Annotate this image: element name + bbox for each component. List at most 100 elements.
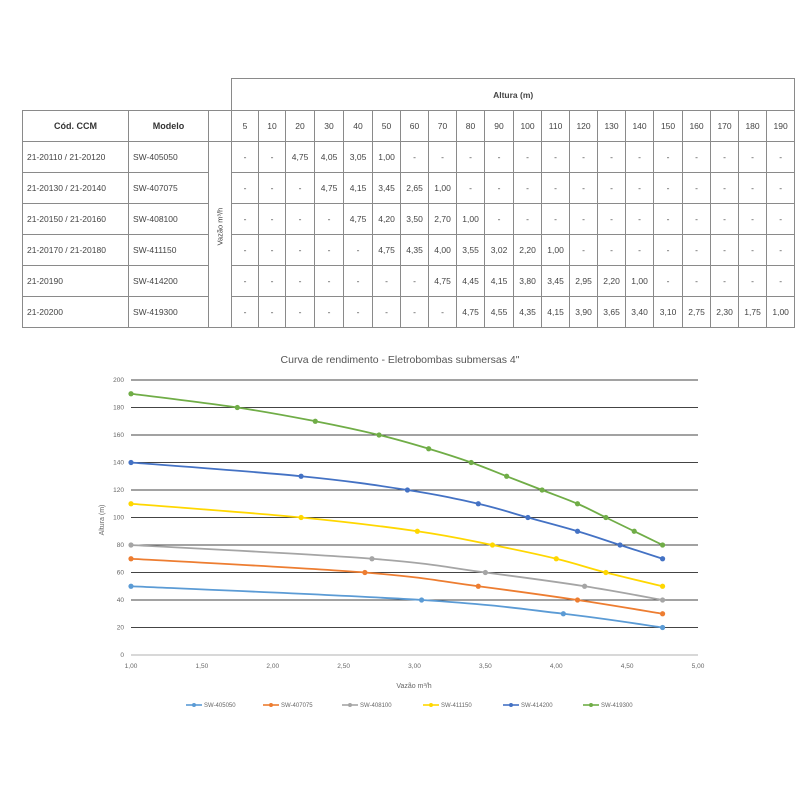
legend-marker xyxy=(589,703,593,707)
flow-value-cell: - xyxy=(484,172,515,204)
flow-value-cell: - xyxy=(710,234,740,266)
flow-value-cell: - xyxy=(625,234,655,266)
data-point xyxy=(560,611,566,617)
legend: SW-405050 SW-407075 SW-408100 SW-411150 SW-4… xyxy=(186,703,633,709)
data-point xyxy=(617,542,623,548)
data-point xyxy=(489,542,496,548)
data-point xyxy=(482,569,488,576)
flow-value-cell: - xyxy=(653,265,684,297)
flow-value-cell: - xyxy=(231,203,260,235)
flow-value-cell: - xyxy=(597,203,627,235)
cod-ccm-cell: 21-20150 / 21-20160 xyxy=(22,203,129,235)
y-tick-label: 160 xyxy=(113,432,124,439)
series-sw-411150 xyxy=(128,501,666,589)
data-point xyxy=(659,542,666,548)
data-point xyxy=(234,404,240,411)
flow-value-cell: - xyxy=(569,172,599,204)
flow-value-cell: - xyxy=(258,265,287,297)
flow-value-cell: - xyxy=(569,203,599,235)
flow-value-cell: - xyxy=(484,203,515,235)
flow-value-cell: 2,65 xyxy=(400,172,430,204)
data-point xyxy=(128,501,134,507)
data-point xyxy=(574,528,581,534)
column-header-row: Cód. CCM Modelo 5 10 20 30 40 50 60 70 80 90 100 11… xyxy=(22,110,796,142)
data-point xyxy=(404,487,411,493)
height-header: 50 xyxy=(372,110,402,142)
flow-value-cell: 4,75 xyxy=(285,141,316,173)
flow-value-cell: - xyxy=(625,172,655,204)
data-point xyxy=(504,473,510,479)
flow-value-cell: 3,45 xyxy=(541,265,571,297)
flow-value-cell: 4,35 xyxy=(400,234,430,266)
data-point xyxy=(128,556,134,562)
flow-value-cell: 2,75 xyxy=(682,296,712,328)
data-point xyxy=(659,556,666,562)
flow-value-cell: - xyxy=(231,141,260,173)
flow-value-cell: 4,75 xyxy=(343,203,374,235)
flow-value-cell: - xyxy=(597,141,627,173)
flow-value-cell: 1,75 xyxy=(738,296,768,328)
series-line xyxy=(130,544,663,601)
legend-label: SW-408100 xyxy=(360,703,392,709)
legend-marker xyxy=(269,703,273,707)
flow-value-cell: - xyxy=(682,265,712,297)
flow-value-cell: 3,50 xyxy=(400,203,430,235)
data-point xyxy=(376,432,382,438)
data-point xyxy=(468,459,474,466)
flow-value-cell: - xyxy=(541,141,571,173)
y-tick-label: 180 xyxy=(113,405,124,412)
data-point xyxy=(525,514,531,521)
series-layer xyxy=(128,391,666,631)
y-tick-label: 140 xyxy=(113,460,124,467)
flow-value-cell: - xyxy=(541,203,571,235)
height-header: 180 xyxy=(738,110,768,142)
data-point xyxy=(659,597,666,603)
data-point xyxy=(128,391,134,397)
flow-value-cell: - xyxy=(653,234,684,266)
data-point xyxy=(582,583,588,589)
modelo-cell: SW-414200 xyxy=(128,265,209,297)
flow-value-cell: - xyxy=(231,234,260,266)
tick-layer: 0 20 40 60 80 100 120 140 160 180 200 1,00 1,50 2,00 2… xyxy=(113,377,705,670)
flow-value-cell: - xyxy=(766,265,796,297)
flow-value-cell: - xyxy=(710,141,740,173)
flow-value-cell: 3,05 xyxy=(343,141,374,173)
vazao-label: Vazão m³/h xyxy=(215,207,225,246)
data-point xyxy=(631,528,637,534)
y-tick-label: 0 xyxy=(120,652,124,659)
data-point xyxy=(128,542,134,548)
legend-label: SW-419300 xyxy=(601,703,633,709)
table-row: 21-20190 SW-414200- - - - - - -4,75 4,45 4,15 3,80… xyxy=(22,265,796,297)
height-header: 190 xyxy=(766,110,796,142)
flow-value-cell: 4,15 xyxy=(541,296,571,328)
flow-value-cell: - xyxy=(231,296,260,328)
table-row: 21-20150 / 21-20160 SW-408100- - - -4,75 4,20… xyxy=(22,203,796,235)
series-sw-407075 xyxy=(128,556,666,617)
cod-ccm-header: Cód. CCM xyxy=(22,110,129,142)
flow-value-cell: 4,00 xyxy=(428,234,458,266)
x-tick-label: 2,00 xyxy=(266,663,279,670)
cod-ccm-cell: 21-20130 / 21-20140 xyxy=(22,172,129,204)
data-point xyxy=(362,569,368,576)
flow-value-cell: 4,45 xyxy=(456,265,486,297)
spec-table: Altura (m) Cód. CCM Modelo 5 10 20 30 40 50 60… xyxy=(22,78,796,328)
data-point xyxy=(369,556,375,562)
flow-value-cell: 4,75 xyxy=(456,296,486,328)
flow-value-cell: - xyxy=(738,141,768,173)
legend-label: SW-414200 xyxy=(521,703,553,709)
flow-value-cell: - xyxy=(682,234,712,266)
flow-value-cell: - xyxy=(653,172,684,204)
height-header: 110 xyxy=(541,110,571,142)
flow-value-cell: - xyxy=(231,265,260,297)
modelo-header: Modelo xyxy=(128,110,209,142)
flow-value-cell: - xyxy=(766,141,796,173)
data-point xyxy=(659,611,666,617)
height-header: 160 xyxy=(682,110,712,142)
data-point xyxy=(418,597,425,603)
flow-value-cell: - xyxy=(738,234,768,266)
flow-value-cell: 1,00 xyxy=(766,296,796,328)
legend-label: SW-411150 xyxy=(441,703,472,709)
legend-marker xyxy=(429,703,433,707)
series-line xyxy=(130,585,663,629)
flow-value-cell: - xyxy=(428,141,458,173)
